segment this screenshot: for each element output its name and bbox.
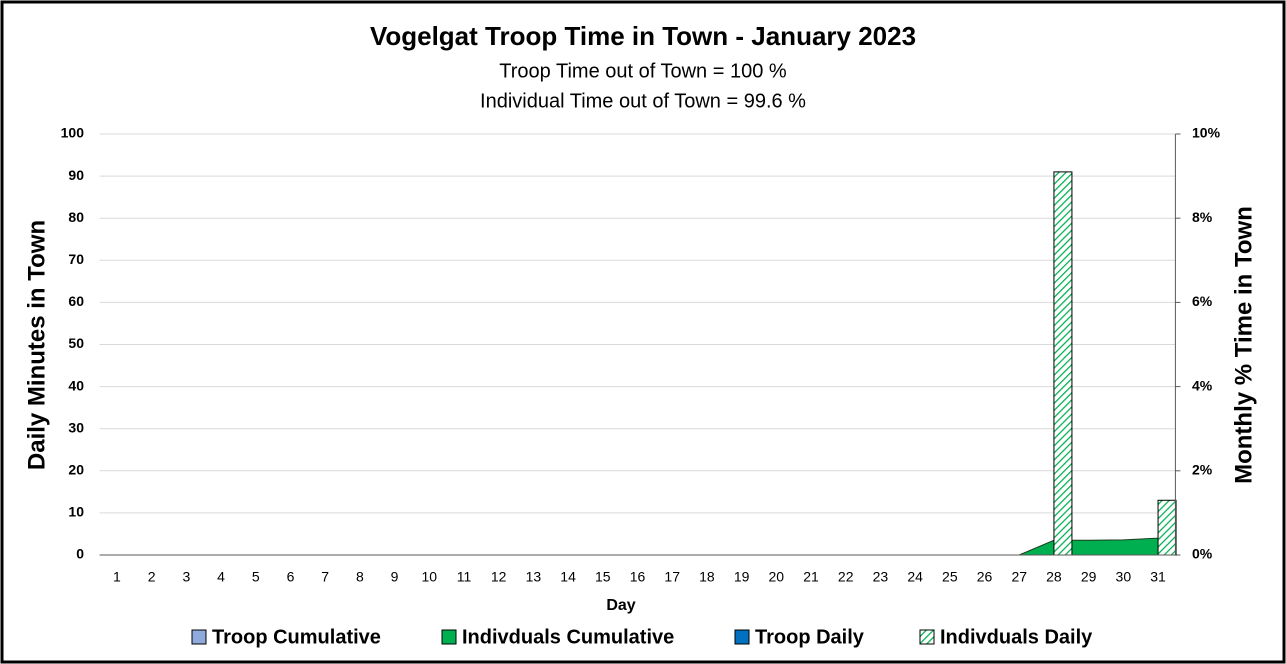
legend-label: Indivduals Daily xyxy=(940,626,1093,648)
x-tick-label: 22 xyxy=(838,569,854,585)
y2-tick-label: 2% xyxy=(1192,462,1213,478)
bar xyxy=(1053,171,1073,556)
x-tick-label: 2 xyxy=(148,569,156,585)
y-tick-label: 40 xyxy=(68,377,84,393)
legend-swatch xyxy=(191,629,207,645)
legend-swatch xyxy=(734,629,750,645)
legend-label: Indivduals Cumulative xyxy=(462,626,674,648)
x-tick-label: 1 xyxy=(113,569,121,585)
y-tick-label: 0 xyxy=(76,546,84,562)
y2-tick-label: 0% xyxy=(1192,546,1213,562)
x-tick-label: 15 xyxy=(595,569,611,585)
y-tick-label: 50 xyxy=(68,335,84,351)
x-tick-label: 14 xyxy=(560,569,576,585)
y-tick-label: 70 xyxy=(68,251,84,267)
x-tick-label: 12 xyxy=(491,569,507,585)
x-tick-label: 5 xyxy=(252,569,260,585)
y2-axis-label: Monthly % Time in Town xyxy=(1230,206,1257,484)
y-tick-label: 30 xyxy=(68,419,84,435)
legend-swatch xyxy=(441,629,457,645)
x-tick-label: 26 xyxy=(977,569,993,585)
x-tick-label: 6 xyxy=(287,569,295,585)
y-tick-label: 60 xyxy=(68,293,84,309)
y-tick-label: 20 xyxy=(68,462,84,478)
x-tick-label: 11 xyxy=(457,569,472,585)
legend-swatch xyxy=(919,629,935,645)
x-tick-label: 13 xyxy=(526,569,542,585)
x-tick-label: 8 xyxy=(356,569,364,585)
x-tick-label: 17 xyxy=(664,569,680,585)
x-tick-label: 9 xyxy=(391,569,399,585)
x-tick-label: 21 xyxy=(803,569,819,585)
subtitle: Troop Time out of Town = 100 % xyxy=(499,60,787,82)
y-tick-label: 80 xyxy=(68,209,84,225)
x-tick-label: 7 xyxy=(321,569,329,585)
y2-tick-label: 10% xyxy=(1192,125,1221,141)
x-tick-label: 4 xyxy=(217,569,225,585)
legend-label: Troop Daily xyxy=(755,626,865,648)
x-tick-label: 27 xyxy=(1011,569,1027,585)
x-tick-label: 31 xyxy=(1150,569,1166,585)
x-axis-label: Day xyxy=(606,597,635,614)
legend-label: Troop Cumulative xyxy=(212,626,381,648)
x-tick-label: 18 xyxy=(699,569,715,585)
x-tick-label: 3 xyxy=(182,569,190,585)
x-tick-label: 10 xyxy=(421,569,437,585)
subtitle: Individual Time out of Town = 99.6 % xyxy=(480,90,806,112)
chart-title: Vogelgat Troop Time in Town - January 20… xyxy=(370,21,916,51)
x-tick-label: 16 xyxy=(630,569,646,585)
x-tick-label: 30 xyxy=(1116,569,1132,585)
x-tick-label: 23 xyxy=(873,569,889,585)
y-tick-label: 90 xyxy=(68,167,84,183)
x-tick-label: 20 xyxy=(769,569,785,585)
y-tick-label: 10 xyxy=(68,504,84,520)
y-tick-label: 100 xyxy=(61,125,85,141)
y-axis-label: Daily Minutes in Town xyxy=(23,220,50,470)
x-tick-label: 29 xyxy=(1081,569,1097,585)
x-tick-label: 24 xyxy=(907,569,923,585)
bar xyxy=(1157,499,1177,556)
y2-tick-label: 8% xyxy=(1192,209,1213,225)
y2-tick-label: 6% xyxy=(1192,293,1213,309)
x-tick-label: 28 xyxy=(1046,569,1062,585)
y2-tick-label: 4% xyxy=(1192,377,1213,393)
x-tick-label: 19 xyxy=(734,569,750,585)
x-tick-label: 25 xyxy=(942,569,958,585)
